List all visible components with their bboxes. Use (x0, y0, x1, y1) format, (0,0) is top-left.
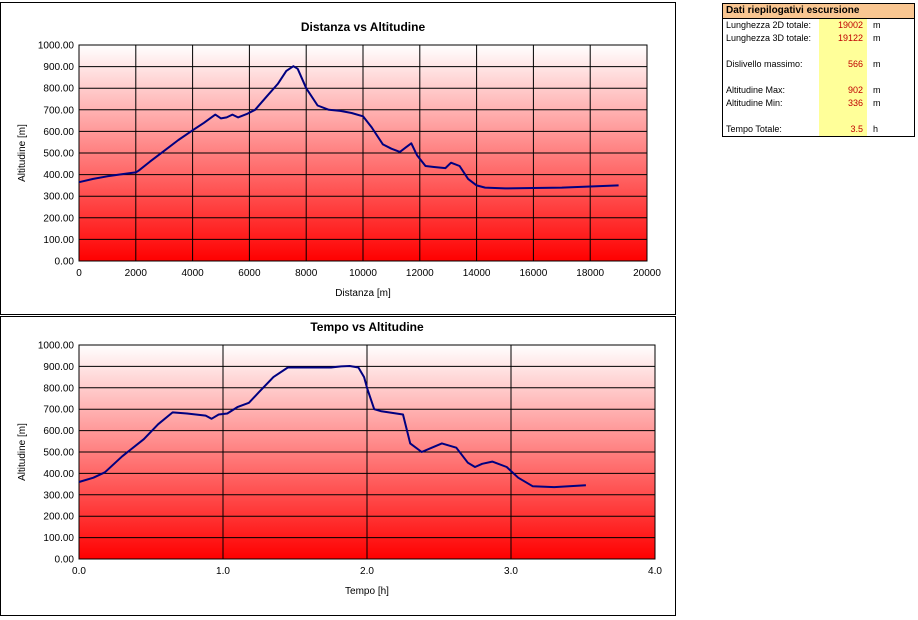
x-tick-label: 10000 (349, 268, 377, 279)
x-tick-label: 6000 (238, 268, 261, 279)
x-tick-label: 14000 (463, 268, 491, 279)
summary-unit: m (873, 33, 881, 43)
x-tick-label: 0 (76, 268, 82, 279)
y-tick-label: 800.00 (43, 84, 74, 95)
y-tick-label: 500.00 (43, 448, 74, 459)
y-tick-label: 700.00 (43, 105, 74, 116)
summary-row: Altitudine Min: 336 m (723, 97, 914, 110)
y-tick-label: 600.00 (43, 426, 74, 437)
x-tick-label: 1.0 (216, 566, 230, 577)
y-tick-label: 100.00 (43, 235, 74, 246)
summary-row: Dislivello massimo: 566 m (723, 58, 914, 71)
x-tick-label: 12000 (406, 268, 434, 279)
y-tick-label: 400.00 (43, 170, 74, 181)
y-tick-label: 1000.00 (38, 341, 75, 352)
y-axis-label: Altitudine [m] (17, 423, 28, 481)
x-tick-label: 4.0 (648, 566, 662, 577)
y-tick-label: 700.00 (43, 405, 74, 416)
summary-label: Lunghezza 3D totale: (726, 33, 812, 43)
summary-value (819, 71, 867, 84)
chart-title: Tempo vs Altitudine (310, 320, 424, 334)
summary-unit: h (873, 124, 879, 134)
y-tick-label: 300.00 (43, 192, 74, 203)
x-axis-label: Tempo [h] (345, 586, 389, 597)
summary-label: Altitudine Max: (726, 85, 786, 95)
series-line (78, 365, 586, 489)
x-tick-label: 2.0 (360, 566, 374, 577)
y-tick-label: 100.00 (43, 533, 74, 544)
y-tick-label: 300.00 (43, 490, 74, 501)
y-tick-label: 600.00 (43, 127, 74, 138)
summary-value: 3.5 (819, 123, 867, 136)
y-tick-label: 800.00 (43, 383, 74, 394)
y-tick-label: 900.00 (43, 362, 74, 373)
summary-row: Lunghezza 3D totale: 19122 m (723, 32, 914, 45)
x-tick-label: 2000 (125, 268, 148, 279)
x-axis-label: Distanza [m] (335, 288, 391, 299)
summary-value: 566 (819, 58, 867, 71)
summary-table: Dati riepilogativi escursione Lunghezza … (722, 3, 915, 137)
summary-value (819, 110, 867, 123)
y-tick-label: 200.00 (43, 213, 74, 224)
x-tick-label: 0.0 (72, 566, 86, 577)
summary-label: Altitudine Min: (726, 98, 783, 108)
x-tick-label: 18000 (576, 268, 604, 279)
summary-row (723, 45, 914, 58)
summary-unit: m (873, 20, 881, 30)
summary-row: Altitudine Max: 902 m (723, 84, 914, 97)
summary-title: Dati riepilogativi escursione (723, 4, 914, 19)
chart-title: Distanza vs Altitudine (301, 20, 426, 34)
summary-unit: m (873, 98, 881, 108)
y-tick-label: 900.00 (43, 62, 74, 73)
y-tick-label: 0.00 (55, 555, 75, 566)
chart-distance-vs-altitude: 0.00 100.00 200.00 300.00 400.00 500.00 600.00… (17, 20, 661, 299)
series-line (78, 65, 619, 190)
summary-value: 902 (819, 84, 867, 97)
x-tick-label: 8000 (295, 268, 318, 279)
summary-value: 19002 (819, 19, 867, 32)
x-tick-label: 16000 (519, 268, 547, 279)
chart-panel-distance: 0.00 100.00 200.00 300.00 400.00 500.00 600.00… (0, 2, 676, 315)
y-axis-label: Altitudine [m] (17, 124, 28, 182)
summary-unit: m (873, 59, 881, 69)
y-tick-label: 500.00 (43, 149, 74, 160)
summary-label: Tempo Totale: (726, 124, 782, 134)
summary-row (723, 71, 914, 84)
summary-value: 336 (819, 97, 867, 110)
summary-row: Lunghezza 2D totale: 19002 m (723, 19, 914, 32)
summary-value: 19122 (819, 32, 867, 45)
summary-label: Dislivello massimo: (726, 59, 803, 69)
summary-label: Lunghezza 2D totale: (726, 20, 812, 30)
y-tick-label: 1000.00 (38, 41, 75, 52)
x-tick-label: 3.0 (504, 566, 518, 577)
y-tick-label: 400.00 (43, 469, 74, 480)
y-tick-label: 0.00 (55, 257, 75, 268)
chart-panel-time: 0.00 100.00 200.00 300.00 400.00 500.00 600.00… (0, 316, 676, 616)
summary-row: Tempo Totale: 3.5 h (723, 123, 914, 136)
x-tick-label: 20000 (633, 268, 661, 279)
summary-row (723, 110, 914, 123)
chart-time-vs-altitude: 0.00 100.00 200.00 300.00 400.00 500.00 600.00… (17, 320, 662, 597)
summary-value (819, 45, 867, 58)
y-tick-label: 200.00 (43, 512, 74, 523)
x-tick-label: 4000 (181, 268, 204, 279)
summary-unit: m (873, 85, 881, 95)
